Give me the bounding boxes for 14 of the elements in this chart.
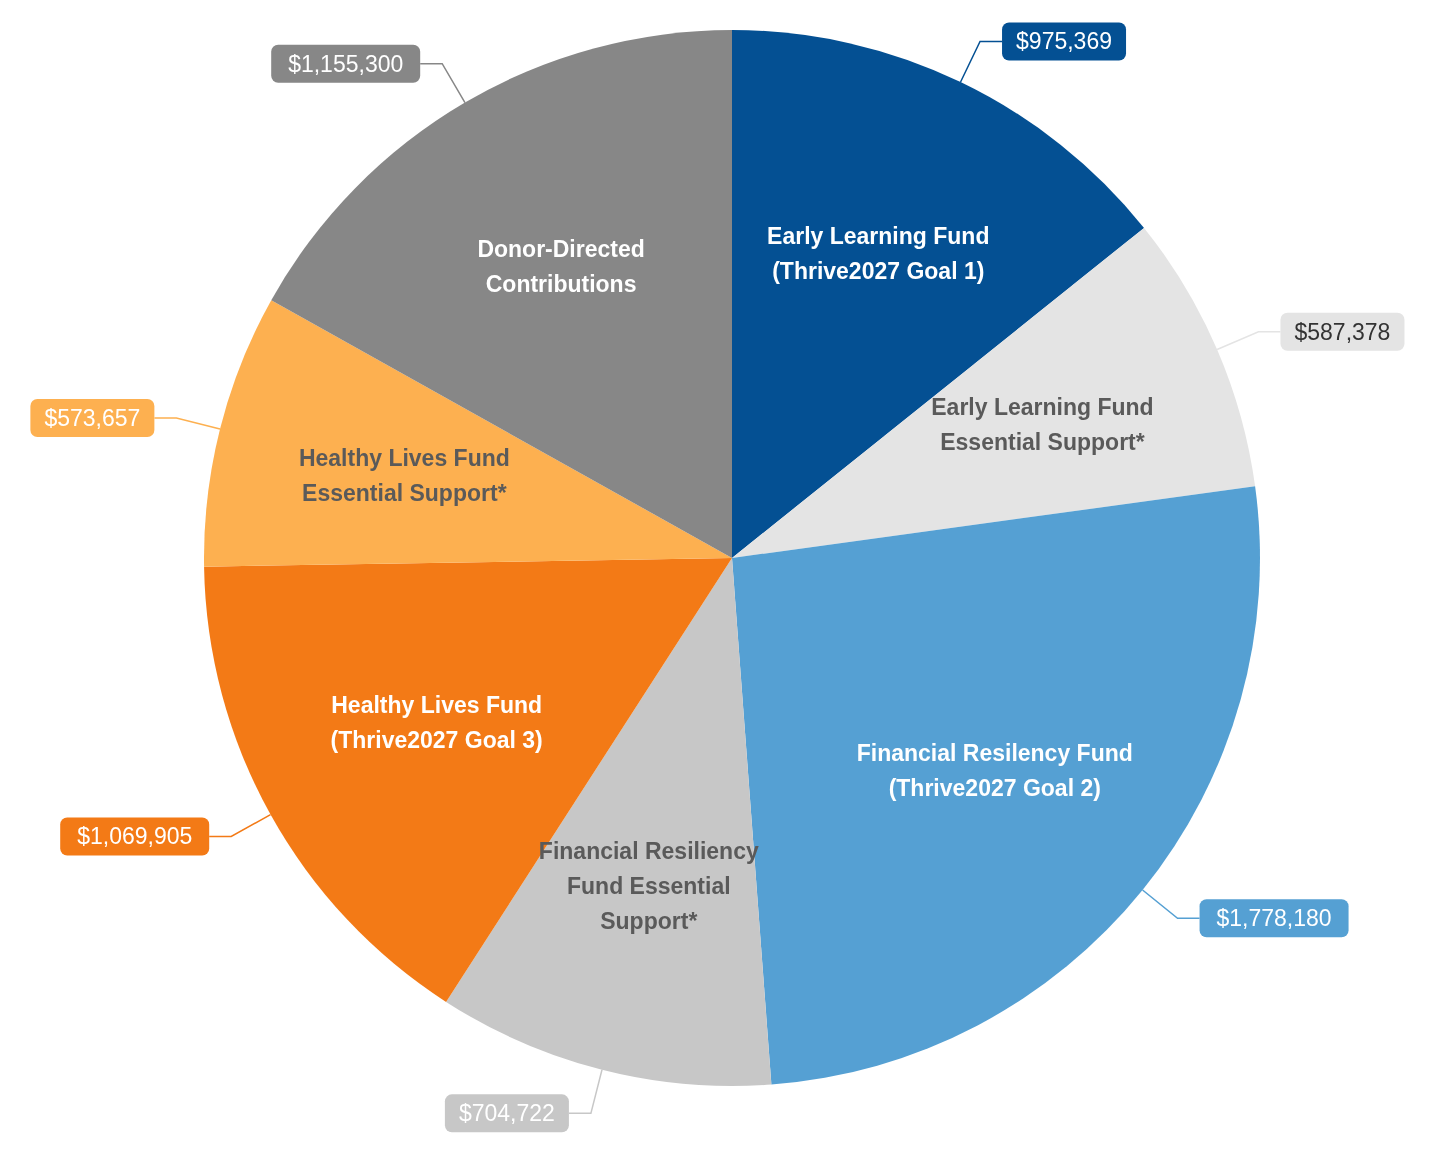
data-label: $975,369: [1016, 28, 1113, 55]
slice-label: Early Learning Fund (Thrive2027 Goal 1): [767, 222, 990, 284]
pie-slice: [271, 30, 732, 558]
data-label: $1,778,180: [1216, 905, 1332, 932]
data-label: $1,069,905: [77, 823, 193, 850]
slice-label: Donor-Directed Contributions: [477, 235, 645, 297]
data-label: $587,378: [1294, 318, 1391, 345]
slice-label: Healthy Lives Fund Essential Support*: [298, 444, 510, 506]
data-label: $573,657: [44, 404, 141, 431]
slice-label: Early Learning Fund Essential Support*: [931, 394, 1154, 456]
slice-label: Financial Resilency Fund (Thrive2027 Goal 2): [856, 739, 1133, 801]
slice-label: Healthy Lives Fund (Thrive2027 Goal 3): [330, 691, 543, 753]
data-label: $1,155,300: [288, 50, 404, 77]
data-label: $704,722: [458, 1100, 555, 1127]
